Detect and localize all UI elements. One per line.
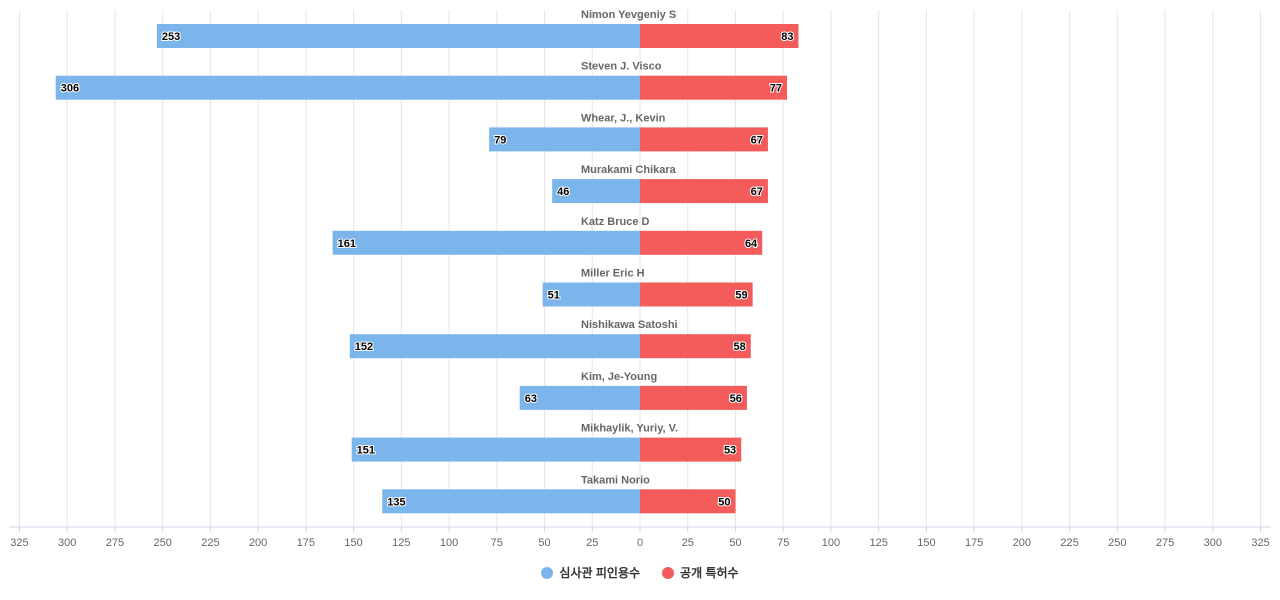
category-label: Nishikawa Satoshi <box>581 319 678 331</box>
x-tick-label: 275 <box>106 537 124 549</box>
data-label-citations: 51 <box>548 290 560 302</box>
x-tick-label: 250 <box>153 537 171 549</box>
category-label: Mikhaylik, Yuriy, V. <box>581 423 678 435</box>
data-label-citations: 152 <box>355 341 373 353</box>
category-label: Steven J. Visco <box>581 61 662 73</box>
bar-citations <box>332 230 640 255</box>
x-tick-label: 275 <box>1156 537 1174 549</box>
data-label-patents: 64 <box>745 238 758 250</box>
data-label-patents: 53 <box>724 445 736 457</box>
data-label-patents: 50 <box>718 496 730 508</box>
x-tick-label: 300 <box>1204 537 1222 549</box>
category-label: Murakami Chikara <box>581 164 677 176</box>
x-tick-label: 100 <box>440 537 458 549</box>
bar-citations <box>351 437 640 462</box>
bar-patents <box>640 179 768 204</box>
x-tick-label: 125 <box>869 537 887 549</box>
x-tick-label: 125 <box>392 537 410 549</box>
x-tick-label: 225 <box>1060 537 1078 549</box>
x-tick-label: 250 <box>1108 537 1126 549</box>
x-tick-label: 200 <box>249 537 267 549</box>
bar-citations <box>552 179 640 204</box>
x-tick-label: 25 <box>682 537 694 549</box>
bar-patents <box>640 230 763 255</box>
bar-patents <box>640 75 788 100</box>
x-tick-label: 225 <box>201 537 219 549</box>
x-tick-label: 300 <box>58 537 76 549</box>
bar-patents <box>640 489 736 514</box>
bar-citations <box>156 24 640 48</box>
bar-patents <box>640 334 751 359</box>
bar-patents <box>640 24 799 48</box>
x-tick-label: 150 <box>917 537 935 549</box>
category-label: Takami Norio <box>581 474 650 486</box>
bar-patents <box>640 385 747 410</box>
bar-citations <box>542 282 640 307</box>
chart: 325 300 275 250 225 200 175 150 125 100 75 50 25 0 25 5… <box>9 9 1271 549</box>
category-label: Miller Eric H <box>581 268 645 280</box>
x-tick-label: 175 <box>965 537 983 549</box>
data-label-patents: 67 <box>751 186 763 198</box>
legend: 심사관 피인용수 공개 특허수 <box>0 564 1280 581</box>
x-tick-label: 75 <box>777 537 789 549</box>
data-label-citations: 63 <box>525 393 537 405</box>
data-label-citations: 151 <box>357 445 375 457</box>
data-label-patents: 67 <box>751 134 763 146</box>
data-label-patents: 56 <box>730 393 742 405</box>
category-label: Nimon Yevgeniy S <box>581 9 676 21</box>
data-label-patents: 58 <box>733 341 745 353</box>
data-label-citations: 306 <box>61 83 79 95</box>
x-tick-label: 100 <box>822 537 840 549</box>
category-label: Katz Bruce D <box>581 216 650 228</box>
legend-dot-patents <box>662 566 675 579</box>
legend-label-patents: 공개 특허수 <box>680 566 739 580</box>
x-tick-label: 325 <box>10 537 28 549</box>
data-label-citations: 253 <box>162 31 180 43</box>
category-label: Whear, J., Kevin <box>581 112 666 124</box>
x-tick-label: 50 <box>538 537 550 549</box>
data-label-citations: 46 <box>557 186 569 198</box>
data-label-citations: 161 <box>338 238 356 250</box>
legend-item-citations[interactable]: 심사관 피인용수 <box>541 564 640 581</box>
bar-citations <box>519 385 640 410</box>
x-tick-label: 25 <box>586 537 598 549</box>
bar-patents <box>640 437 742 462</box>
bar-citations <box>382 489 640 514</box>
data-label-citations: 135 <box>387 496 405 508</box>
x-tick-label: 175 <box>297 537 315 549</box>
x-tick-label: 75 <box>491 537 503 549</box>
x-tick-label: 200 <box>1013 537 1031 549</box>
legend-dot-citations <box>541 566 554 579</box>
category-label: Kim, Je-Young <box>581 371 657 383</box>
data-label-patents: 59 <box>735 290 747 302</box>
x-tick-label: 150 <box>344 537 362 549</box>
bar-citations <box>489 127 640 152</box>
bar-citations <box>349 334 640 359</box>
data-label-patents: 83 <box>781 31 793 43</box>
data-label-patents: 77 <box>770 83 782 95</box>
x-tick-label: 0 <box>637 537 643 549</box>
bar-patents <box>640 127 768 152</box>
legend-label-citations: 심사관 피인용수 <box>559 566 641 580</box>
x-tick-label: 325 <box>1251 537 1269 549</box>
bar-patents <box>640 282 753 307</box>
bar-citations <box>55 75 640 100</box>
legend-item-patents[interactable]: 공개 특허수 <box>662 564 739 581</box>
data-label-citations: 79 <box>494 134 506 146</box>
x-tick-label: 50 <box>729 537 741 549</box>
